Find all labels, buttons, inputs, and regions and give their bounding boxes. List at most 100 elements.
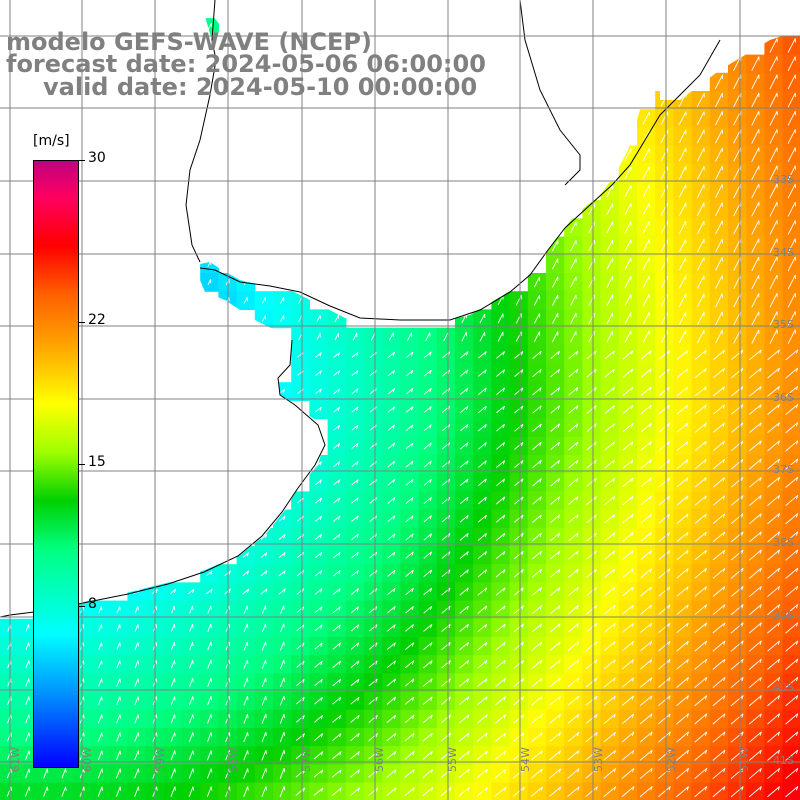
- wind-arrow-head: [302, 787, 306, 792]
- wind-arrow: [715, 275, 723, 289]
- longitude-label: 57W: [300, 747, 313, 772]
- wind-arrow-head: [192, 660, 194, 665]
- wind-arrow-head: [283, 732, 286, 737]
- wind-arrow: [678, 239, 687, 253]
- wind-arrow-head: [741, 459, 744, 464]
- wind-arrow: [787, 165, 796, 181]
- wind-arrow-head: [759, 786, 762, 791]
- wind-arrow: [785, 531, 799, 543]
- wind-arrow-head: [576, 550, 579, 555]
- wind-arrow-head: [795, 495, 799, 500]
- wind-arrow: [733, 256, 741, 271]
- wind-arrow: [459, 587, 469, 596]
- wind-arrow: [423, 460, 432, 468]
- wind-arrow: [134, 732, 139, 742]
- wind-arrow: [98, 660, 103, 669]
- wind-arrow: [514, 514, 524, 523]
- wind-arrow-head: [557, 460, 561, 465]
- wind-arrow-head: [668, 713, 671, 718]
- wind-arrow: [477, 732, 488, 742]
- wind-arrow: [514, 387, 524, 396]
- wind-arrow-head: [575, 405, 579, 410]
- wind-arrow-head: [686, 622, 689, 627]
- wind-arrow: [295, 715, 305, 723]
- wind-arrow: [351, 515, 359, 522]
- wind-arrow: [604, 405, 615, 414]
- wind-arrow-head: [795, 458, 799, 463]
- wind-arrow-head: [411, 351, 414, 356]
- wind-arrow-head: [411, 515, 414, 520]
- wind-arrow-head: [795, 768, 799, 773]
- wind-arrow: [567, 750, 580, 761]
- wind-arrow-head: [631, 604, 634, 610]
- wind-arrow: [496, 442, 505, 450]
- wind-arrow-head: [759, 349, 762, 354]
- wind-arrow-head: [576, 532, 579, 537]
- wind-arrow: [497, 331, 504, 342]
- wind-arrow-head: [539, 369, 542, 374]
- wind-arrow: [298, 333, 303, 341]
- wind-arrow-head: [612, 568, 616, 573]
- wind-arrow: [751, 293, 760, 308]
- longitude-label: 60W: [81, 747, 94, 772]
- wind-arrow-head: [28, 678, 30, 683]
- wind-arrow-head: [28, 642, 30, 647]
- wind-arrow-head: [156, 732, 158, 737]
- wind-arrow: [552, 331, 559, 343]
- wind-arrow-head: [320, 588, 323, 593]
- wind-arrow: [261, 623, 266, 633]
- wind-arrow: [279, 695, 285, 706]
- wind-arrow: [368, 642, 378, 650]
- wind-arrow: [715, 184, 723, 199]
- wind-arrow: [731, 477, 744, 488]
- wind-arrow-head: [777, 440, 780, 445]
- wind-arrow: [188, 750, 194, 761]
- wind-arrow-head: [595, 768, 598, 773]
- wind-arrow: [731, 440, 744, 452]
- wind-arrow-head: [612, 459, 616, 464]
- wind-arrow-head: [521, 514, 524, 519]
- wind-arrow-head: [686, 477, 689, 482]
- wind-arrow: [423, 533, 432, 541]
- wind-arrow-head: [503, 714, 506, 719]
- wind-arrow: [441, 642, 451, 651]
- wind-arrow-head: [631, 713, 635, 718]
- wind-arrow: [767, 440, 780, 452]
- wind-arrow-head: [649, 641, 653, 646]
- wind-arrow: [405, 533, 414, 541]
- latitude-label: 33S: [773, 173, 794, 186]
- wind-arrow: [640, 368, 652, 378]
- wind-arrow-head: [668, 659, 671, 664]
- wind-arrow-head: [137, 624, 139, 629]
- wind-arrow: [767, 767, 780, 780]
- wind-arrow: [116, 714, 121, 724]
- wind-arrow: [549, 605, 561, 615]
- wind-arrow-head: [449, 769, 452, 774]
- wind-arrow: [749, 495, 762, 506]
- wind-arrow-head: [466, 533, 469, 538]
- wind-arrow: [61, 786, 67, 797]
- wind-arrow: [586, 350, 597, 360]
- wind-arrow: [189, 678, 194, 687]
- wind-arrow: [785, 786, 799, 798]
- wind-arrow-head: [374, 551, 378, 556]
- wind-arrow: [787, 220, 796, 235]
- wind-arrow-head: [301, 606, 305, 611]
- wind-arrow: [351, 406, 359, 413]
- wind-arrow: [350, 769, 360, 778]
- wind-arrow-head: [192, 714, 194, 719]
- wind-arrow: [751, 274, 760, 290]
- wind-arrow-head: [704, 513, 707, 518]
- wind-arrow: [513, 714, 525, 724]
- wind-arrow-head: [246, 659, 249, 665]
- wind-arrow: [730, 676, 744, 689]
- wind-arrow-head: [668, 786, 671, 791]
- wind-arrow: [97, 714, 103, 724]
- wind-arrow: [207, 732, 212, 742]
- wind-arrow-head: [356, 461, 359, 466]
- wind-arrow-head: [740, 422, 744, 427]
- wind-arrow-head: [466, 605, 469, 610]
- wind-arrow-head: [777, 640, 781, 645]
- wind-arrow: [658, 659, 671, 670]
- wind-arrow-head: [795, 604, 799, 609]
